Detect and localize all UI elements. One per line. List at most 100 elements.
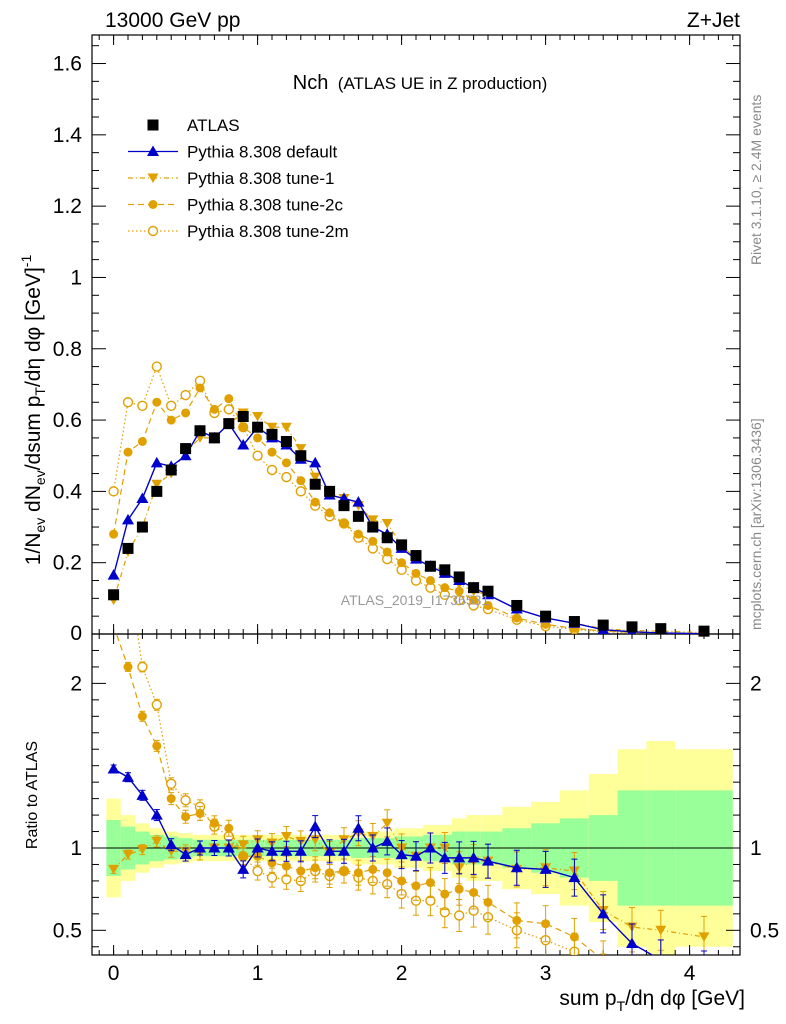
- data-point: [295, 450, 307, 462]
- data-point: [295, 486, 306, 497]
- data-point: [382, 547, 392, 557]
- data-point: [483, 600, 493, 610]
- ratio-point: [252, 865, 263, 877]
- ratio-point: [309, 820, 322, 832]
- ratio-point: [296, 866, 306, 876]
- x-axis-label: sum pT/dη dφ [GeV]: [559, 987, 745, 1014]
- data-point: [381, 532, 393, 544]
- y-tick-label: 1.2: [53, 195, 82, 218]
- ratio-point: [137, 711, 147, 721]
- data-point: [425, 576, 435, 586]
- data-point: [597, 619, 609, 631]
- data-point: [122, 542, 134, 554]
- data-point: [482, 585, 494, 597]
- ratio-point: [180, 795, 191, 806]
- ratio-point: [222, 842, 235, 853]
- data-point: [108, 589, 120, 601]
- y-tick-label: 1.6: [53, 53, 82, 76]
- ratio-series-line: [115, 634, 598, 955]
- ratio-point: [124, 564, 133, 573]
- legend-label: Pythia 8.308 tune-2c: [187, 196, 343, 215]
- data-point: [179, 449, 192, 461]
- ratio-point: [569, 932, 579, 942]
- data-point: [310, 497, 320, 507]
- data-point: [266, 428, 278, 440]
- ratio-point: [181, 812, 191, 822]
- data-point: [568, 616, 580, 628]
- data-point: [281, 471, 292, 483]
- ratio-point: [339, 866, 349, 876]
- data-point: [511, 599, 523, 611]
- data-point: [266, 422, 278, 433]
- y-tick-label: 1: [70, 266, 82, 289]
- data-point: [281, 458, 291, 468]
- data-point: [166, 415, 176, 425]
- data-point: [238, 422, 248, 432]
- ratio-point: [440, 889, 450, 899]
- ratio-point: [166, 794, 176, 804]
- ratio-point: [266, 845, 278, 856]
- ratio-point: [397, 876, 407, 886]
- ratio-point: [122, 850, 134, 860]
- data-point: [252, 412, 264, 422]
- ratio-point: [411, 881, 421, 891]
- legend-label: Pythia 8.308 default: [187, 143, 338, 162]
- ratio-point: [195, 808, 205, 818]
- ratio-y-tick-label-right: 1: [750, 837, 762, 860]
- ratio-point: [352, 822, 365, 833]
- ratio-point: [599, 955, 608, 964]
- ratio-point: [281, 861, 291, 871]
- ratio-series-pythia-8-308-default: [107, 762, 707, 955]
- data-point: [367, 521, 379, 533]
- ratio-point: [136, 845, 148, 855]
- ratio-point: [512, 915, 522, 925]
- data-point: [453, 571, 465, 583]
- ratio-point: [238, 851, 248, 861]
- legend-marker: [147, 173, 159, 183]
- data-point: [410, 550, 422, 562]
- y-tick-label: 0: [70, 622, 82, 645]
- data-point: [655, 623, 667, 635]
- x-tick-label: 0: [108, 962, 120, 985]
- series-line: [113, 386, 705, 634]
- data-point: [381, 518, 393, 529]
- data-point: [280, 435, 292, 447]
- legend-marker: [147, 225, 159, 237]
- ratio-point: [266, 872, 278, 883]
- data-point: [107, 569, 120, 580]
- header-left: 13000 GeV pp: [105, 9, 240, 32]
- data-point: [223, 404, 235, 415]
- ratio-point: [179, 848, 192, 860]
- ratio-point: [482, 855, 494, 866]
- data-point: [195, 383, 205, 393]
- legend-label: Pythia 8.308 tune-2m: [187, 222, 349, 241]
- legend-marker: [148, 200, 158, 209]
- x-tick-label: 3: [540, 962, 552, 985]
- data-point: [324, 485, 336, 497]
- mcplots-label: mcplots.cern.ch [arXiv:1306.3436]: [748, 418, 764, 630]
- ratio-point: [467, 851, 480, 863]
- data-point: [424, 560, 436, 572]
- ratio-point: [338, 845, 350, 856]
- ratio-point: [698, 932, 710, 942]
- data-point: [396, 539, 408, 551]
- data-point: [237, 439, 250, 450]
- data-point: [397, 558, 407, 568]
- data-point: [309, 456, 322, 468]
- series-atlas: [108, 411, 710, 637]
- ratio-point: [483, 897, 493, 907]
- legend-label: ATLAS: [187, 116, 240, 135]
- data-point: [267, 447, 277, 457]
- ratio-point: [655, 925, 667, 936]
- data-point: [108, 486, 119, 497]
- data-point: [296, 476, 306, 486]
- data-point: [252, 450, 263, 461]
- series-line: [113, 364, 705, 634]
- y-tick-label: 0.2: [53, 552, 82, 575]
- y-tick-label: 0.4: [53, 480, 83, 503]
- watermark: ATLAS_2019_I1736531: [341, 592, 490, 608]
- legend: ATLAS Pythia 8.308 default Pythia 8.308 tu…: [128, 116, 349, 241]
- ratio-point: [453, 851, 466, 863]
- ratio-axis-label: Ratio to ATLAS: [24, 741, 41, 849]
